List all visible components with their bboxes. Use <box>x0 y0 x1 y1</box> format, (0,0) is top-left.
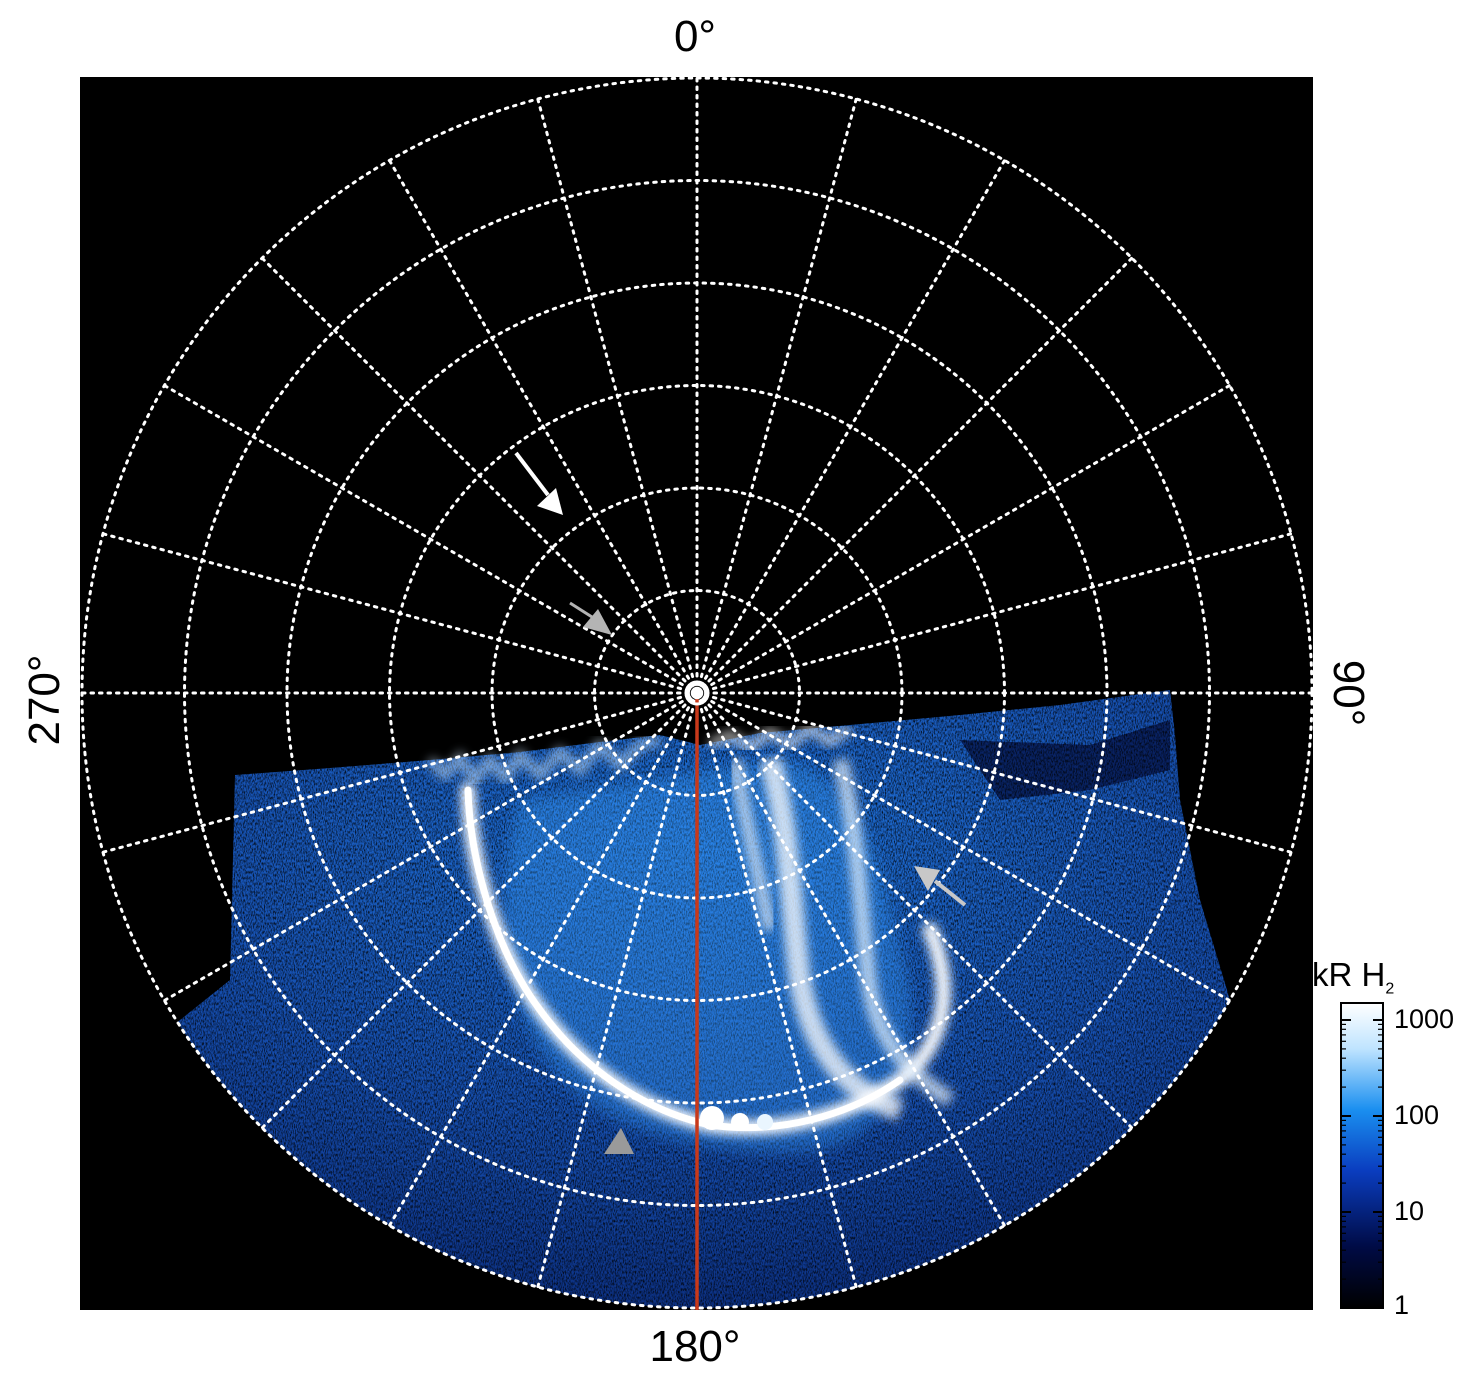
colorbar-tick-marks <box>1341 1019 1383 1309</box>
polar-grid <box>80 77 1313 1310</box>
colorbar-tick-label: 100 <box>1394 1100 1440 1130</box>
meridian-line <box>695 691 1293 854</box>
meridian-line <box>695 532 1293 695</box>
meridian-line <box>695 158 1006 695</box>
meridian-line <box>695 691 1134 1130</box>
meridian-line <box>101 691 699 854</box>
meridian-line <box>695 691 1006 1228</box>
axis-label-top: 0° <box>673 12 717 61</box>
colorbar-gradient <box>1340 1002 1384 1309</box>
meridian-line <box>388 158 699 695</box>
meridian-line <box>388 691 699 1228</box>
gray-arrowhead-bottom <box>604 1128 634 1154</box>
white-arrow <box>514 451 563 515</box>
meridian-line <box>695 256 1134 695</box>
colorbar-tick-label: 1 <box>1394 1290 1410 1320</box>
meridian-line <box>260 256 699 695</box>
meridian-line <box>162 691 699 1002</box>
colorbar-title: kR H2 <box>1312 956 1394 999</box>
colorbar-tick-label: 1000 <box>1394 1004 1455 1034</box>
meridian-line <box>260 691 699 1130</box>
colorbar-title-text: kR H <box>1312 956 1386 993</box>
meridian-line <box>695 384 1232 695</box>
pole-inner-ring <box>690 686 704 700</box>
axis-label-left: 270° <box>20 654 69 746</box>
meridian-line <box>695 691 1232 1002</box>
axis-label-bottom: 180° <box>649 1322 741 1371</box>
colorbar-tick-label: 10 <box>1394 1196 1425 1226</box>
axis-label-right: 90° <box>1324 659 1373 727</box>
meridian-line <box>536 691 699 1289</box>
meridian-line <box>695 97 858 695</box>
meridian-line <box>536 97 699 695</box>
colorbar-title-subscript: 2 <box>1385 980 1395 998</box>
gray-arrow-right <box>914 866 967 907</box>
gray-arrow-center <box>569 601 612 635</box>
meridian-line <box>162 384 699 695</box>
meridian-line <box>101 532 699 695</box>
pole-outer-ring <box>684 680 710 706</box>
colorbar <box>1340 1002 1384 1309</box>
meridian-line <box>695 691 858 1289</box>
